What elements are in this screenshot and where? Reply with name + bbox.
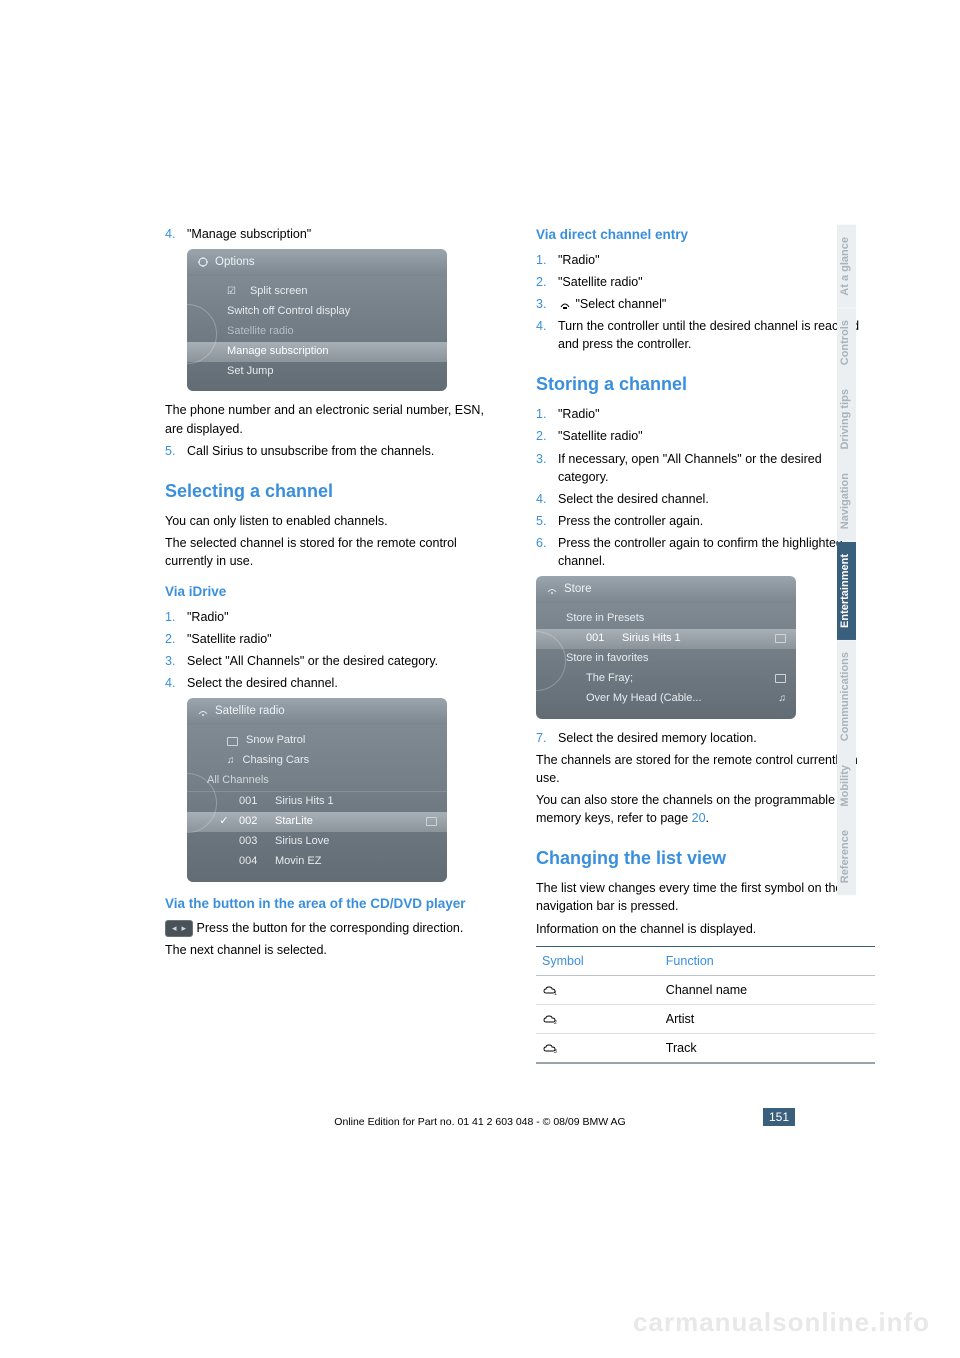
body-text: The channels are stored for the remote c… xyxy=(536,751,875,787)
list-step: 3.If necessary, open "All Channels" or t… xyxy=(536,450,875,486)
list-step: 4.Select the desired channel. xyxy=(165,674,504,692)
svg-text:3: 3 xyxy=(554,1049,557,1054)
screenshot-row: 004Movin EZ xyxy=(187,852,447,872)
list-step: 2."Satellite radio" xyxy=(536,427,875,445)
heading-storing-channel: Storing a channel xyxy=(536,371,875,397)
side-tab[interactable]: Reference xyxy=(837,818,856,895)
screenshot-row: 001Sirius Hits 1 xyxy=(187,792,447,812)
screenshot-row: Set Jump xyxy=(187,362,447,382)
list-step: 4.Turn the controller until the desired … xyxy=(536,317,875,353)
screenshot-row: Over My Head (Cable... xyxy=(536,689,796,709)
step-7: 7.Select the desired memory location. xyxy=(536,729,875,747)
side-tabs: At a glanceControlsDriving tipsNavigatio… xyxy=(837,225,856,896)
svg-text:2: 2 xyxy=(554,1020,557,1025)
screenshot-row: 001Sirius Hits 1 xyxy=(536,629,796,649)
table-header: Symbol xyxy=(536,946,660,975)
step-5: 5.Call Sirius to unsubscribe from the ch… xyxy=(165,442,504,460)
side-tab[interactable]: Entertainment xyxy=(837,542,856,640)
list-step: 3. "Select channel" xyxy=(536,295,875,313)
symbol-table: SymbolFunction 1Channel name2Artist3Trac… xyxy=(536,946,875,1065)
side-tab[interactable]: Driving tips xyxy=(837,377,856,462)
page-link[interactable]: 20 xyxy=(692,811,706,825)
screenshot-row: Satellite radio xyxy=(187,322,447,342)
side-tab[interactable]: Navigation xyxy=(837,461,856,541)
table-row: 3Track xyxy=(536,1034,875,1064)
page-content: 4."Manage subscription" Options Split sc… xyxy=(0,0,960,1358)
table-header: Function xyxy=(660,946,875,975)
list-step: 5.Press the controller again. xyxy=(536,512,875,530)
screenshot-row: Snow Patrol xyxy=(187,731,447,751)
step-number: 5. xyxy=(165,442,187,460)
body-text: The list view changes every time the fir… xyxy=(536,879,875,915)
satellite-screenshot: Satellite radio Snow PatrolChasing CarsA… xyxy=(187,698,447,881)
table-row: 1Channel name xyxy=(536,975,875,1004)
step-4: 4."Manage subscription" xyxy=(165,225,504,243)
right-column: Via direct channel entry 1."Radio" 2."Sat… xyxy=(536,225,875,1064)
screenshot-row: 003Sirius Love xyxy=(187,832,447,852)
step-text: Select the desired memory location. xyxy=(558,729,757,747)
screenshot-row: Store in favorites xyxy=(536,649,796,669)
table-row: 2Artist xyxy=(536,1004,875,1033)
list-step: 6.Press the controller again to confirm … xyxy=(536,534,875,570)
screenshot-row: Switch off Control display xyxy=(187,302,447,322)
svg-text:1: 1 xyxy=(554,991,557,996)
body-text: The next channel is selected. xyxy=(165,941,504,959)
heading-via-idrive: Via iDrive xyxy=(165,582,504,602)
list-step: 2."Satellite radio" xyxy=(536,273,875,291)
heading-selecting-channel: Selecting a channel xyxy=(165,478,504,504)
side-tab[interactable]: Mobility xyxy=(837,753,856,819)
screenshot-divider: All Channels xyxy=(187,771,447,792)
list-step: 1."Radio" xyxy=(165,608,504,626)
step-number: 4. xyxy=(165,225,187,243)
list-step: 2."Satellite radio" xyxy=(165,630,504,648)
options-screenshot: Options Split screenSwitch off Control d… xyxy=(187,249,447,391)
side-tab[interactable]: At a glance xyxy=(837,225,856,308)
screenshot-row: Manage subscription xyxy=(187,342,447,362)
list-step: 1."Radio" xyxy=(536,251,875,269)
step-text: "Manage subscription" xyxy=(187,225,311,243)
body-text: ◂ ▸ Press the button for the correspondi… xyxy=(165,919,504,937)
heading-via-cd-button: Via the button in the area of the CD/DVD… xyxy=(165,894,504,914)
list-step: 4.Select the desired channel. xyxy=(536,490,875,508)
screenshot-title: Options xyxy=(215,254,255,271)
heading-changing-list-view: Changing the list view xyxy=(536,845,875,871)
page-number: 151 xyxy=(763,1108,795,1126)
screenshot-header: Store xyxy=(536,576,796,603)
cd-text: Press the button for the corresponding d… xyxy=(193,921,463,935)
direction-button-icon: ◂ ▸ xyxy=(165,920,193,937)
step-text: Call Sirius to unsubscribe from the chan… xyxy=(187,442,434,460)
screenshot-header: Options xyxy=(187,249,447,276)
body-text: The phone number and an electronic seria… xyxy=(165,401,504,437)
step-number: 7. xyxy=(536,729,558,747)
store-screenshot: Store Store in Presets001Sirius Hits 1St… xyxy=(536,576,796,718)
screenshot-row: Chasing Cars xyxy=(187,751,447,771)
page-footer: 151 Online Edition for Part no. 01 41 2 … xyxy=(0,1112,960,1128)
left-column: 4."Manage subscription" Options Split sc… xyxy=(165,225,504,1064)
screenshot-title: Store xyxy=(564,581,592,598)
side-tab[interactable]: Controls xyxy=(837,308,856,377)
screenshot-title: Satellite radio xyxy=(215,703,285,720)
screenshot-row: Split screen xyxy=(187,282,447,302)
screenshot-row: ✓002StarLite xyxy=(187,812,447,832)
heading-via-direct: Via direct channel entry xyxy=(536,225,875,245)
screenshot-row: Store in Presets xyxy=(536,609,796,629)
list-step: 3.Select "All Channels" or the desired c… xyxy=(165,652,504,670)
footer-text: Online Edition for Part no. 01 41 2 603 … xyxy=(0,1116,960,1128)
body-text: Information on the channel is displayed. xyxy=(536,920,875,938)
body-text: You can also store the channels on the p… xyxy=(536,791,875,827)
screenshot-header: Satellite radio xyxy=(187,698,447,725)
body-text: You can only listen to enabled channels. xyxy=(165,512,504,530)
screenshot-row: The Fray; xyxy=(536,669,796,689)
side-tab[interactable]: Communications xyxy=(837,640,856,753)
list-step: 1."Radio" xyxy=(536,405,875,423)
body-text: The selected channel is stored for the r… xyxy=(165,534,504,570)
